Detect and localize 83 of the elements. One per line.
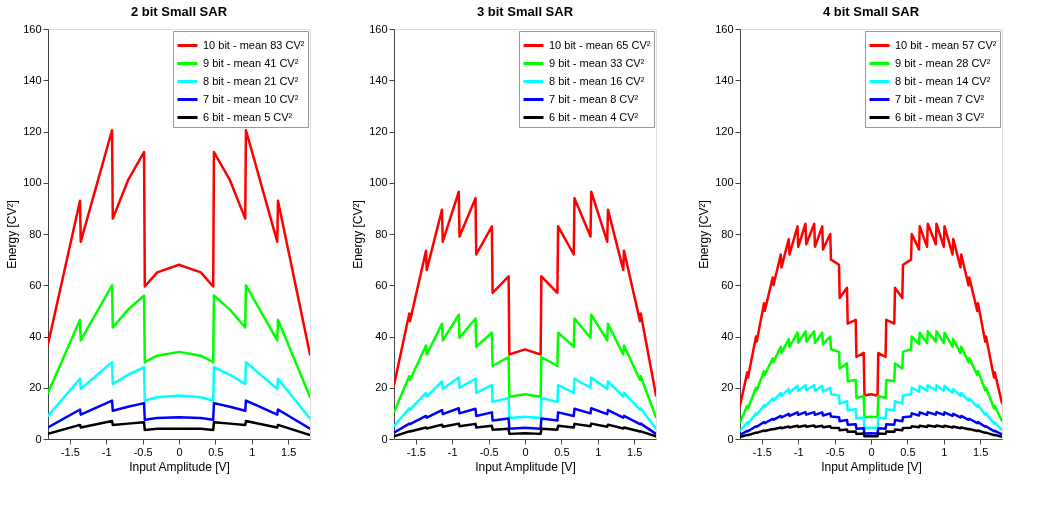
y-tick-label: 160 (369, 22, 388, 35)
x-tick-label: 0 (868, 445, 875, 458)
x-tick-label: 1.5 (973, 445, 989, 458)
legend-label: 10 bit - mean 83 CV² (203, 38, 305, 51)
chart-title: 3 bit Small SAR (476, 4, 574, 19)
y-tick-label: 100 (23, 176, 42, 189)
y-tick-label: 0 (381, 432, 388, 445)
line-series (394, 407, 656, 436)
y-tick-label: 20 (29, 381, 42, 394)
legend-label: 10 bit - mean 65 CV² (549, 38, 651, 51)
x-tick-label: 1.5 (281, 445, 297, 458)
legend-label: 9 bit - mean 28 CV² (895, 56, 991, 69)
legend-label: 7 bit - mean 10 CV² (203, 92, 299, 105)
chart-title: 4 bit Small SAR (822, 4, 920, 19)
x-tick-label: 0.5 (554, 445, 570, 458)
line-series (48, 399, 310, 430)
legend-label: 6 bit - mean 3 CV² (895, 110, 985, 123)
y-tick-label: 140 (369, 73, 388, 86)
y-tick-label: 60 (375, 278, 388, 291)
legend-label: 6 bit - mean 5 CV² (203, 110, 293, 123)
y-tick-label: 100 (369, 176, 388, 189)
y-tick-label: 0 (35, 432, 42, 445)
y-tick-label: 80 (29, 227, 42, 240)
x-axis-title: Input Amplitude [V] (129, 459, 230, 474)
legend-label: 7 bit - mean 7 CV² (895, 92, 985, 105)
x-tick-label: -1.5 (752, 445, 772, 458)
x-tick-label: 1 (595, 445, 602, 458)
y-axis-title: Energy [CV²] (351, 200, 366, 269)
x-tick-label: -1.5 (406, 445, 426, 458)
x-tick-label: -0.5 (479, 445, 499, 458)
line-series (48, 360, 310, 420)
y-tick-label: 60 (29, 278, 42, 291)
legend-label: 8 bit - mean 21 CV² (203, 74, 299, 87)
y-tick-label: 120 (715, 125, 734, 137)
line-series (394, 313, 656, 419)
y-tick-label: 160 (23, 22, 42, 35)
y-tick-label: 160 (715, 22, 734, 35)
x-tick-label: 1 (249, 445, 256, 458)
y-tick-label: 80 (721, 227, 734, 240)
y-tick-label: 80 (375, 227, 388, 240)
line-series (740, 330, 1002, 424)
x-tick-label: -0.5 (825, 445, 845, 458)
chart-title: 2 bit Small SAR (130, 4, 228, 19)
line-series (48, 128, 310, 356)
x-tick-label: -1.5 (60, 445, 80, 458)
legend-label: 9 bit - mean 33 CV² (549, 56, 645, 69)
x-tick-label: -1 (447, 445, 458, 458)
y-tick-label: 40 (29, 330, 42, 342)
y-tick-label: 20 (375, 381, 388, 394)
y-tick-label: 20 (721, 381, 734, 394)
line-series (394, 190, 656, 397)
x-tick-label: 0.5 (900, 445, 916, 458)
y-tick-label: 0 (727, 432, 734, 445)
y-tick-label: 40 (375, 330, 388, 342)
x-tick-label: 1.5 (627, 445, 643, 458)
x-axis-title: Input Amplitude [V] (475, 459, 576, 474)
x-tick-label: 1 (941, 445, 948, 458)
line-series (394, 376, 656, 430)
x-axis-title: Input Amplitude [V] (821, 459, 922, 474)
line-series (740, 222, 1002, 407)
y-tick-label: 140 (23, 73, 42, 86)
line-series (48, 284, 310, 398)
x-tick-label: 0.5 (208, 445, 224, 458)
y-tick-label: 100 (715, 176, 734, 189)
y-axis-title: Energy [CV²] (697, 200, 712, 269)
legend-label: 8 bit - mean 14 CV² (895, 74, 991, 87)
y-tick-label: 140 (715, 73, 734, 86)
x-tick-label: -1 (793, 445, 804, 458)
y-tick-label: 40 (721, 330, 734, 342)
y-tick-label: 120 (23, 125, 42, 137)
legend-label: 9 bit - mean 41 CV² (203, 56, 299, 69)
legend-label: 8 bit - mean 16 CV² (549, 74, 645, 87)
x-tick-label: 0 (176, 445, 183, 458)
legend-label: 6 bit - mean 4 CV² (549, 110, 639, 123)
x-tick-label: -0.5 (133, 445, 153, 458)
x-tick-label: -1 (101, 445, 112, 458)
legend-label: 7 bit - mean 8 CV² (549, 92, 639, 105)
y-tick-label: 120 (369, 125, 388, 137)
x-tick-label: 0 (522, 445, 529, 458)
y-axis-title: Energy [CV²] (5, 200, 20, 269)
y-tick-label: 60 (721, 278, 734, 291)
line-series (740, 383, 1002, 433)
legend-label: 10 bit - mean 57 CV² (895, 38, 997, 51)
